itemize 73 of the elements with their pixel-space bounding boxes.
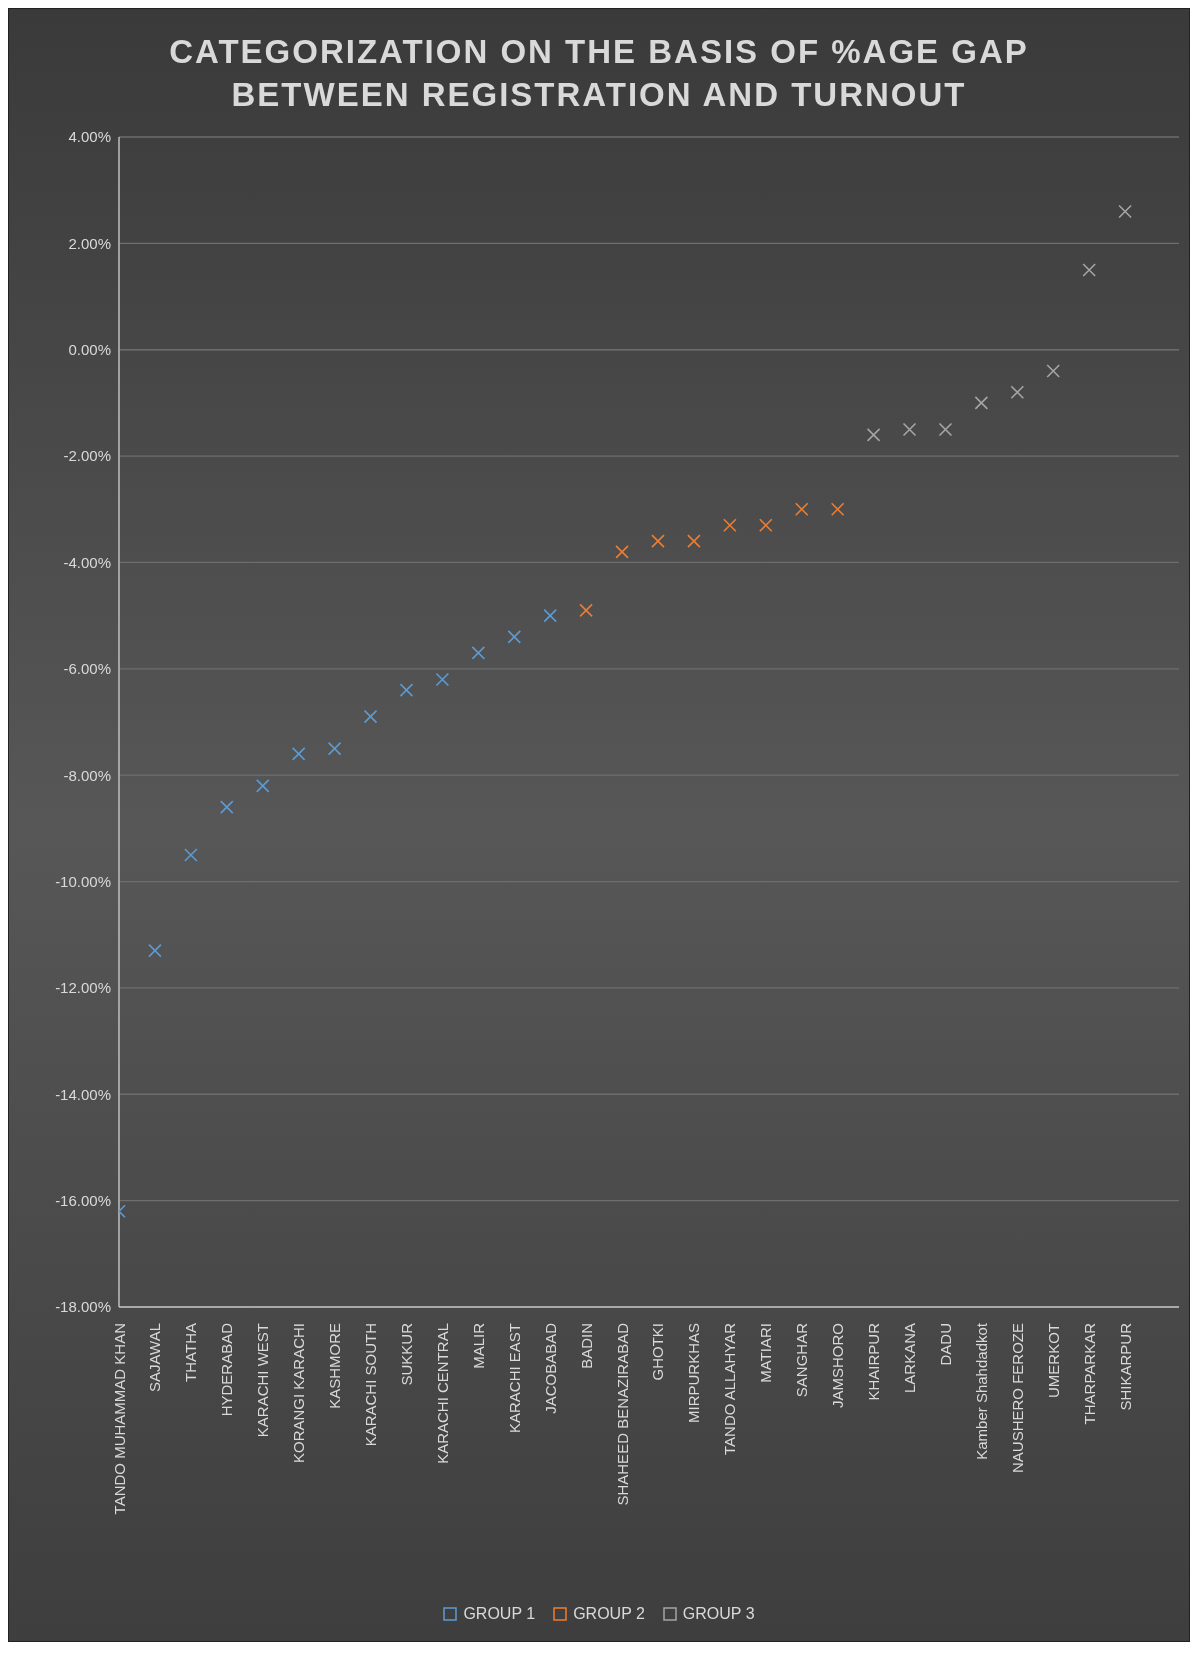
y-tick-label: -16.00% xyxy=(55,1191,111,1209)
y-tick-label: 0.00% xyxy=(68,340,111,358)
x-tick-label: SHAHEED BENAZIRABAD xyxy=(613,1322,631,1506)
x-tick-label: GHOTKI xyxy=(649,1322,667,1381)
point xyxy=(220,800,234,814)
legend-label: GROUP 2 xyxy=(572,1604,645,1623)
y-tick-label: -14.00% xyxy=(55,1085,111,1103)
x-tick-label: SUKKUR xyxy=(397,1322,415,1386)
y-tick-label: -8.00% xyxy=(63,766,111,784)
x-tick-label: LARKANA xyxy=(901,1322,919,1393)
point xyxy=(651,534,665,548)
point xyxy=(902,422,917,437)
point xyxy=(471,645,486,660)
x-tick-label: KORANGI KARACHI xyxy=(290,1322,308,1463)
x-tick-label: THATHA xyxy=(182,1322,200,1382)
x-tick-label: KASHMORE xyxy=(326,1322,344,1409)
point xyxy=(291,746,306,761)
x-tick-label: KHAIRPUR xyxy=(865,1322,883,1401)
y-tick-label: -4.00% xyxy=(63,553,111,571)
x-tick-label: JAMSHORO xyxy=(829,1322,847,1408)
y-tick-label: -12.00% xyxy=(55,979,111,997)
point xyxy=(1010,385,1025,399)
point xyxy=(184,847,198,862)
x-tick-label: HYDERABAD xyxy=(218,1322,236,1417)
x-tick-label: KARACHI SOUTH xyxy=(362,1322,380,1447)
point xyxy=(938,422,953,437)
point xyxy=(399,683,414,697)
point xyxy=(148,943,162,958)
x-tick-label: TANDO ALLAHYAR xyxy=(721,1322,739,1455)
x-tick-label: TANDO MUHAMMAD KHAN xyxy=(110,1322,128,1515)
point xyxy=(579,603,593,617)
x-tick-label: BADIN xyxy=(577,1322,595,1369)
x-tick-label: THARPARKAR xyxy=(1080,1322,1098,1425)
x-tick-label: DADU xyxy=(936,1322,954,1366)
y-tick-label: -18.00% xyxy=(55,1298,111,1316)
point xyxy=(723,518,737,532)
point xyxy=(363,709,378,724)
x-tick-label: KARACHI WEST xyxy=(254,1322,272,1437)
x-tick-label: NAUSHERO FEROZE xyxy=(1008,1322,1026,1473)
legend-label: GROUP 3 xyxy=(681,1604,755,1623)
point xyxy=(435,672,450,687)
point xyxy=(974,395,989,410)
x-tick-label: SAJAWAL xyxy=(146,1322,164,1392)
point xyxy=(866,427,881,442)
point xyxy=(543,608,557,623)
point xyxy=(1082,262,1096,277)
point xyxy=(794,502,809,516)
y-tick-label: -2.00% xyxy=(63,447,111,465)
chart-title: CATEGORIZATION ON THE BASIS OF %AGE GAP BETWEEN REGISTRATION AND TURNOUT xyxy=(168,32,1030,115)
y-tick-label: 2.00% xyxy=(68,234,111,252)
x-tick-label: KARACHI CENTRAL xyxy=(433,1322,451,1464)
point xyxy=(327,741,342,756)
point xyxy=(1046,363,1061,378)
point xyxy=(758,518,773,532)
point xyxy=(507,629,522,644)
y-tick-label: 4.00% xyxy=(68,128,111,146)
x-tick-label: MATIARI xyxy=(757,1322,775,1383)
y-tick-label: -6.00% xyxy=(63,659,111,677)
point xyxy=(1118,204,1132,219)
x-tick-label: UMERKOT xyxy=(1044,1322,1062,1398)
x-tick-label: KARACHI EAST xyxy=(505,1322,523,1433)
x-tick-label: Kamber Shahdadkot xyxy=(972,1321,990,1460)
point xyxy=(615,544,629,559)
x-tick-label: MALIR xyxy=(469,1322,487,1369)
point xyxy=(830,502,845,516)
point xyxy=(255,778,270,793)
y-tick-label: -10.00% xyxy=(55,872,111,890)
x-tick-label: SANGHAR xyxy=(793,1322,811,1397)
legend-label: GROUP 1 xyxy=(462,1604,536,1623)
point xyxy=(687,534,701,548)
x-tick-label: MIRPURKHAS xyxy=(685,1322,703,1423)
x-tick-label: SHIKARPUR xyxy=(1116,1322,1134,1411)
x-tick-label: JACOBABAD xyxy=(541,1322,559,1414)
